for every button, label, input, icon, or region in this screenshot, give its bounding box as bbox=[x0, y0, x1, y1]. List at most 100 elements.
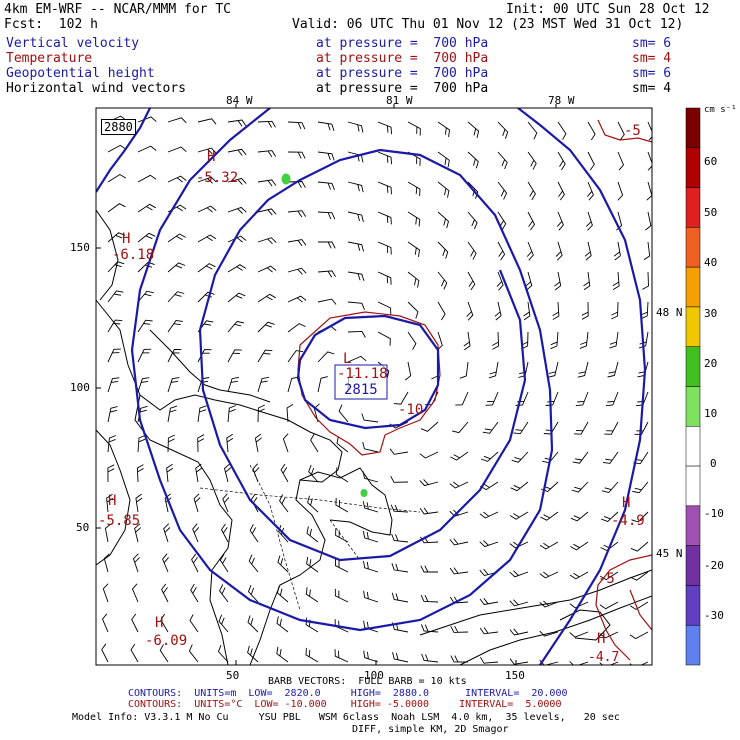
h-marker-1: H bbox=[207, 149, 216, 165]
contour-label-minus5-ne: -5 bbox=[624, 123, 641, 139]
height-contours bbox=[96, 108, 647, 665]
wind-barb bbox=[421, 653, 439, 663]
wind-barb bbox=[107, 290, 124, 303]
wind-barb bbox=[609, 331, 619, 349]
wind-barb bbox=[523, 301, 531, 321]
wind-barb bbox=[497, 211, 507, 231]
wind-barb bbox=[390, 504, 409, 513]
wind-barb bbox=[527, 121, 538, 140]
wind-barb bbox=[137, 145, 157, 153]
wind-barb bbox=[390, 475, 409, 483]
wind-barb bbox=[587, 121, 596, 141]
wind-barb bbox=[579, 331, 589, 349]
field-name-temp: Temperature bbox=[6, 51, 93, 66]
wind-barb bbox=[131, 583, 139, 603]
wind-barb bbox=[511, 451, 529, 463]
wind-barb bbox=[257, 321, 275, 333]
wind-barb bbox=[107, 406, 118, 423]
wind-barb bbox=[335, 528, 349, 543]
wind-barb bbox=[404, 361, 412, 381]
wind-barb bbox=[167, 320, 183, 333]
wind-barb bbox=[104, 523, 112, 543]
wind-barb bbox=[227, 177, 247, 185]
field-level-temp: at pressure = 700 hPa bbox=[316, 51, 489, 66]
wind-barb bbox=[377, 241, 392, 255]
wind-barb bbox=[420, 421, 439, 432]
wind-barb bbox=[195, 463, 203, 483]
wind-barb bbox=[218, 614, 229, 633]
wind-barb bbox=[617, 121, 625, 141]
wind-barb bbox=[107, 435, 117, 453]
wind-barb bbox=[166, 463, 174, 483]
wind-barb bbox=[247, 645, 259, 663]
wind-barb bbox=[254, 433, 262, 453]
colorbar-label-0: 0 bbox=[710, 457, 717, 470]
wind-barb bbox=[420, 565, 438, 573]
wind-barb bbox=[257, 376, 269, 393]
wind-barb bbox=[227, 292, 246, 303]
wind-barb bbox=[161, 583, 169, 603]
field-name-wind: Horizontal wind vectors bbox=[6, 81, 187, 96]
colorbar-segment bbox=[685, 306, 701, 347]
wind-barb bbox=[494, 301, 502, 321]
wind-barb bbox=[347, 241, 365, 252]
wind-barb bbox=[317, 376, 328, 393]
wind-barb bbox=[509, 599, 529, 607]
wind-barb bbox=[492, 331, 500, 350]
wind-barb bbox=[466, 301, 474, 321]
wind-barb bbox=[276, 616, 289, 633]
wind-barb bbox=[377, 121, 393, 135]
wind-barb bbox=[437, 181, 450, 198]
wind-barb bbox=[407, 271, 420, 288]
wind-barb bbox=[197, 147, 217, 155]
wind-barb bbox=[647, 151, 652, 171]
wind-barb bbox=[287, 350, 304, 363]
wind-barb bbox=[571, 481, 589, 493]
wind-barb bbox=[497, 241, 506, 261]
wind-barb bbox=[317, 351, 335, 363]
h-marker-3: H bbox=[108, 493, 117, 509]
wind-barb bbox=[219, 584, 229, 603]
wind-barb bbox=[102, 583, 109, 603]
wind-barb bbox=[647, 121, 652, 141]
wind-barb bbox=[305, 587, 319, 603]
wind-barb bbox=[361, 413, 379, 423]
wind-barb bbox=[637, 361, 649, 378]
wind-barb bbox=[419, 451, 439, 459]
wind-barb bbox=[437, 241, 449, 259]
diff-info: DIFF, simple KM, 2D Smagor bbox=[352, 724, 509, 735]
wind-barb bbox=[496, 271, 504, 291]
h-value-4: -6.09 bbox=[145, 633, 188, 649]
colorbar bbox=[685, 107, 701, 666]
field-sm-height: sm= 6 bbox=[632, 66, 672, 81]
wind-barb bbox=[463, 331, 471, 351]
wind-barb bbox=[287, 267, 307, 275]
wind-barb bbox=[455, 391, 469, 406]
wind-barb bbox=[436, 331, 443, 351]
wind-barb bbox=[450, 655, 469, 663]
wind-barb bbox=[287, 181, 306, 189]
h-value-5: -4.9 bbox=[611, 513, 645, 529]
wind-barb bbox=[137, 434, 146, 453]
wind-barb bbox=[599, 631, 619, 639]
lat-label-45n: 45 N bbox=[656, 547, 683, 560]
wind-barb bbox=[335, 558, 349, 573]
y-tick-150: 150 bbox=[70, 241, 90, 254]
wind-barb bbox=[347, 121, 364, 133]
wind-barb bbox=[137, 203, 157, 213]
lon-label-81w: 81 W bbox=[386, 94, 413, 107]
colorbar-label-minus10: -10 bbox=[704, 507, 724, 520]
wind-barb bbox=[167, 434, 175, 453]
wind-barb bbox=[377, 181, 392, 195]
height-contour-info: CONTOURS: UNITS=m LOW= 2820.0 HIGH= 2880… bbox=[128, 688, 568, 699]
wind-barb bbox=[276, 646, 289, 663]
colorbar-segment bbox=[685, 107, 701, 149]
wind-barb bbox=[584, 241, 592, 261]
state-borders bbox=[199, 464, 421, 611]
wind-barb bbox=[282, 433, 289, 453]
wind-barb bbox=[479, 627, 499, 635]
field-level-wind: at pressure = 700 hPa bbox=[316, 81, 489, 96]
wind-barb bbox=[613, 241, 621, 261]
wind-barb bbox=[197, 176, 217, 184]
wind-barb bbox=[137, 232, 156, 243]
